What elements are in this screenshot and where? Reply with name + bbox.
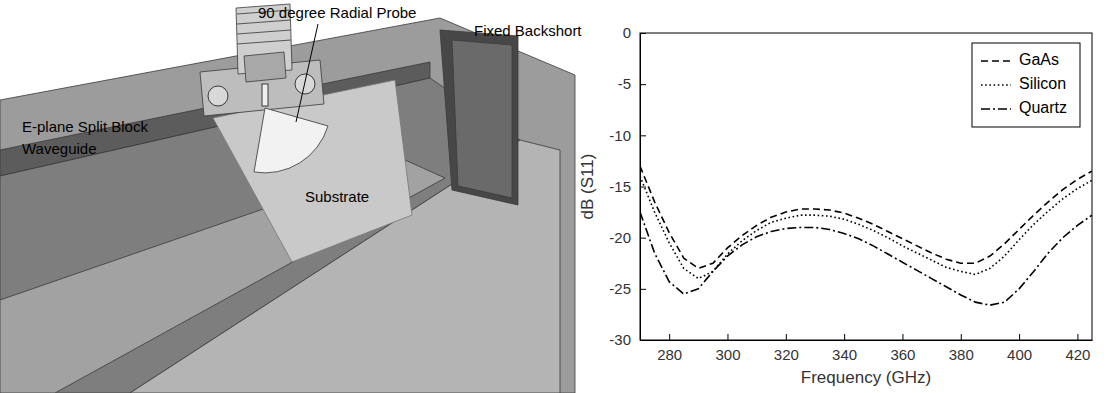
tick-mark <box>640 238 646 239</box>
y-axis: -30 -25 -20 -15 -10 -5 0 <box>609 24 646 348</box>
x-axis-title: Frequency (GHz) <box>801 368 931 387</box>
backshort-cavity <box>440 30 518 205</box>
tick-mark <box>961 334 962 340</box>
backshort-wall <box>452 40 512 198</box>
tick: 280 <box>657 334 682 363</box>
tick-label: 320 <box>774 346 799 363</box>
plot-frame <box>640 33 1092 340</box>
connector-nut <box>244 52 286 82</box>
tick: 300 <box>715 334 740 363</box>
tick-label: 340 <box>832 346 857 363</box>
lines <box>640 166 1092 305</box>
tick: 340 <box>832 334 857 363</box>
tick-label: 280 <box>657 346 682 363</box>
tick-mark <box>902 334 903 340</box>
tick-mark <box>669 334 670 340</box>
series-line <box>640 166 1092 268</box>
connector-thread <box>237 40 291 44</box>
tick: -15 <box>609 178 646 195</box>
series-line <box>640 176 1092 278</box>
tick-mark <box>640 187 646 188</box>
tick-mark <box>640 135 646 136</box>
x-axis: 280 300 320 340 360 380 400 420 <box>641 334 1093 363</box>
tick-label: -25 <box>609 280 631 297</box>
tick-label: 300 <box>715 346 740 363</box>
tick-label: 0 <box>623 24 631 41</box>
series-line <box>640 212 1092 305</box>
flange-screw <box>208 86 228 106</box>
tick-mark <box>640 340 646 341</box>
tick: 420 <box>1065 334 1090 363</box>
leader-line <box>296 24 318 122</box>
backshort-label: Fixed Backshort <box>474 22 582 39</box>
tick-mark <box>640 33 646 34</box>
waveguide-label: E-plane Split Block <box>22 118 148 135</box>
tick: -30 <box>609 331 646 348</box>
tick-mark <box>727 334 728 340</box>
tick-label: -30 <box>609 331 631 348</box>
tick-label: 360 <box>890 346 915 363</box>
tick-label: 400 <box>1007 346 1032 363</box>
tick: -25 <box>609 280 646 297</box>
legend: GaAs Silicon Quartz <box>972 43 1080 127</box>
tick-label: -5 <box>618 75 631 92</box>
legend-swatch <box>981 108 1011 110</box>
tick: -5 <box>618 75 646 92</box>
substrate-label: Substrate <box>305 188 369 205</box>
figure: 90 degree Radial Probe Fixed Backshort E-p… <box>0 0 1106 393</box>
legend-swatch <box>981 84 1011 86</box>
tick-mark <box>640 289 646 290</box>
tick: 320 <box>774 334 799 363</box>
block-top <box>0 18 575 393</box>
legend-swatch <box>981 60 1011 62</box>
chart: 280300320340360380400420-30-25-20-15-10-… <box>578 24 1093 387</box>
probe-label: 90 degree Radial Probe <box>258 4 416 21</box>
tick: 380 <box>949 334 974 363</box>
tick: -10 <box>609 127 646 144</box>
legend-label: Silicon <box>1019 75 1066 92</box>
legend-label: GaAs <box>1019 51 1059 68</box>
tick-mark <box>786 334 787 340</box>
tick: 400 <box>1007 334 1032 363</box>
tick: -20 <box>609 229 646 246</box>
tick-mark <box>844 334 845 340</box>
tick-label: -10 <box>609 127 631 144</box>
y-axis-title: dB (S11) <box>578 154 597 220</box>
radial-probe <box>254 108 328 173</box>
tick-mark <box>640 84 646 85</box>
waveguide-diagram: 90 degree Radial Probe Fixed Backshort E-p… <box>0 4 582 393</box>
legend-box <box>972 43 1080 127</box>
tick-label: -20 <box>609 229 631 246</box>
tick-label: 380 <box>949 346 974 363</box>
connector-pin <box>262 84 268 106</box>
legend-label: Quartz <box>1019 99 1067 116</box>
axis-line <box>641 340 1093 341</box>
tick-label: 420 <box>1065 346 1090 363</box>
connector-thread <box>237 30 291 34</box>
tick: 0 <box>623 24 646 41</box>
tick: 360 <box>890 334 915 363</box>
waveguide-label: Waveguide <box>22 140 97 157</box>
tick-mark <box>1019 334 1020 340</box>
tick-mark <box>1077 334 1078 340</box>
tick-label: -15 <box>609 178 631 195</box>
